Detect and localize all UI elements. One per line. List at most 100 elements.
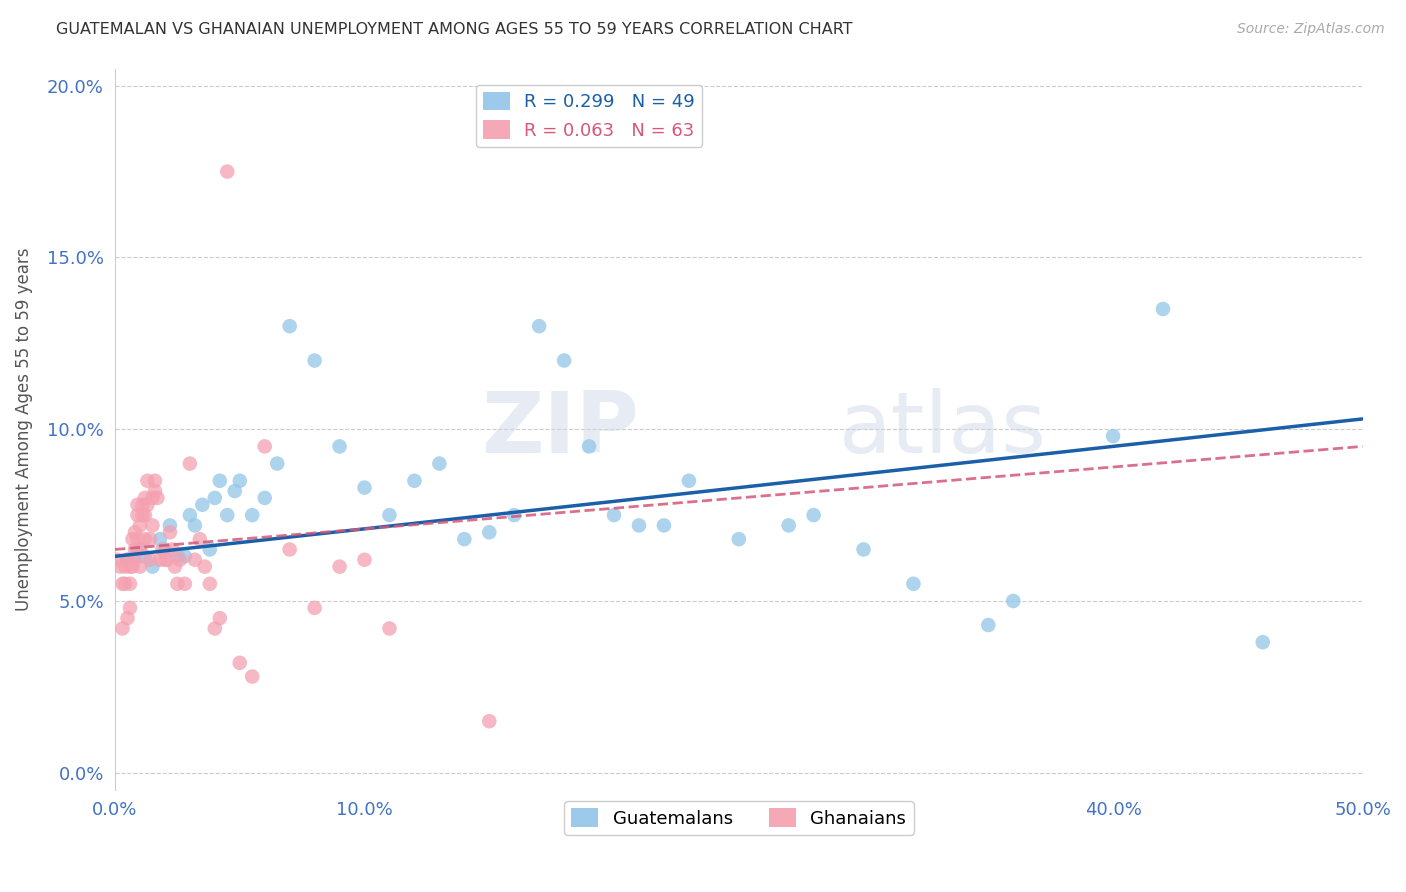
Point <box>118 600 141 615</box>
Point <box>127 508 149 522</box>
Point <box>453 532 475 546</box>
Point <box>191 498 214 512</box>
Point <box>627 518 650 533</box>
Point <box>478 525 501 540</box>
Text: Source: ZipAtlas.com: Source: ZipAtlas.com <box>1237 22 1385 37</box>
Point <box>527 319 550 334</box>
Point <box>179 457 201 471</box>
Point <box>1251 635 1274 649</box>
Point <box>121 559 143 574</box>
Point <box>118 576 141 591</box>
Point <box>329 559 352 574</box>
Point <box>134 532 156 546</box>
Point <box>163 559 186 574</box>
Point <box>117 553 139 567</box>
Point <box>353 481 375 495</box>
Point <box>124 542 146 557</box>
Point <box>278 319 301 334</box>
Point <box>146 491 169 505</box>
Point <box>1002 594 1025 608</box>
Point <box>353 553 375 567</box>
Point <box>149 532 172 546</box>
Point <box>578 439 600 453</box>
Point <box>127 532 149 546</box>
Point <box>127 498 149 512</box>
Point <box>198 542 221 557</box>
Point <box>136 474 159 488</box>
Point <box>169 553 191 567</box>
Point <box>1102 429 1125 443</box>
Point <box>173 549 195 564</box>
Point <box>652 518 675 533</box>
Point <box>204 491 226 505</box>
Point <box>139 532 162 546</box>
Point <box>141 518 163 533</box>
Y-axis label: Unemployment Among Ages 55 to 59 years: Unemployment Among Ages 55 to 59 years <box>15 247 32 611</box>
Point <box>131 498 153 512</box>
Point <box>378 622 401 636</box>
Point <box>204 622 226 636</box>
Point <box>149 553 172 567</box>
Point <box>152 542 174 557</box>
Point <box>166 576 188 591</box>
Point <box>208 474 231 488</box>
Point <box>117 553 139 567</box>
Point <box>111 576 134 591</box>
Point <box>278 542 301 557</box>
Point <box>143 474 166 488</box>
Point <box>143 484 166 499</box>
Text: ZIP: ZIP <box>481 388 638 471</box>
Point <box>136 498 159 512</box>
Point <box>184 553 207 567</box>
Point <box>121 532 143 546</box>
Point <box>141 559 163 574</box>
Point <box>108 559 131 574</box>
Text: atlas: atlas <box>838 388 1046 471</box>
Point <box>117 611 139 625</box>
Point <box>107 553 129 567</box>
Point <box>118 559 141 574</box>
Point <box>194 559 217 574</box>
Point <box>129 542 152 557</box>
Point <box>134 491 156 505</box>
Point <box>124 549 146 564</box>
Point <box>229 656 252 670</box>
Point <box>304 600 326 615</box>
Point <box>184 518 207 533</box>
Point <box>378 508 401 522</box>
Point <box>240 508 263 522</box>
Point <box>253 439 276 453</box>
Point <box>124 553 146 567</box>
Point <box>124 525 146 540</box>
Point <box>977 618 1000 632</box>
Point <box>678 474 700 488</box>
Point <box>217 164 239 178</box>
Point <box>166 549 188 564</box>
Point <box>141 491 163 505</box>
Point <box>427 457 450 471</box>
Point <box>229 474 252 488</box>
Point <box>153 542 176 557</box>
Point <box>727 532 749 546</box>
Point <box>1152 301 1174 316</box>
Point <box>111 622 134 636</box>
Point <box>253 491 276 505</box>
Point <box>778 518 800 533</box>
Point <box>129 559 152 574</box>
Point <box>553 353 575 368</box>
Point <box>304 353 326 368</box>
Point <box>217 508 239 522</box>
Point <box>179 508 201 522</box>
Point <box>153 553 176 567</box>
Text: GUATEMALAN VS GHANAIAN UNEMPLOYMENT AMONG AGES 55 TO 59 YEARS CORRELATION CHART: GUATEMALAN VS GHANAIAN UNEMPLOYMENT AMON… <box>56 22 853 37</box>
Point <box>134 549 156 564</box>
Point <box>198 576 221 591</box>
Point <box>803 508 825 522</box>
Point <box>404 474 426 488</box>
Point <box>852 542 875 557</box>
Point <box>139 553 162 567</box>
Point <box>329 439 352 453</box>
Point <box>159 518 181 533</box>
Point <box>266 457 288 471</box>
Point <box>603 508 626 522</box>
